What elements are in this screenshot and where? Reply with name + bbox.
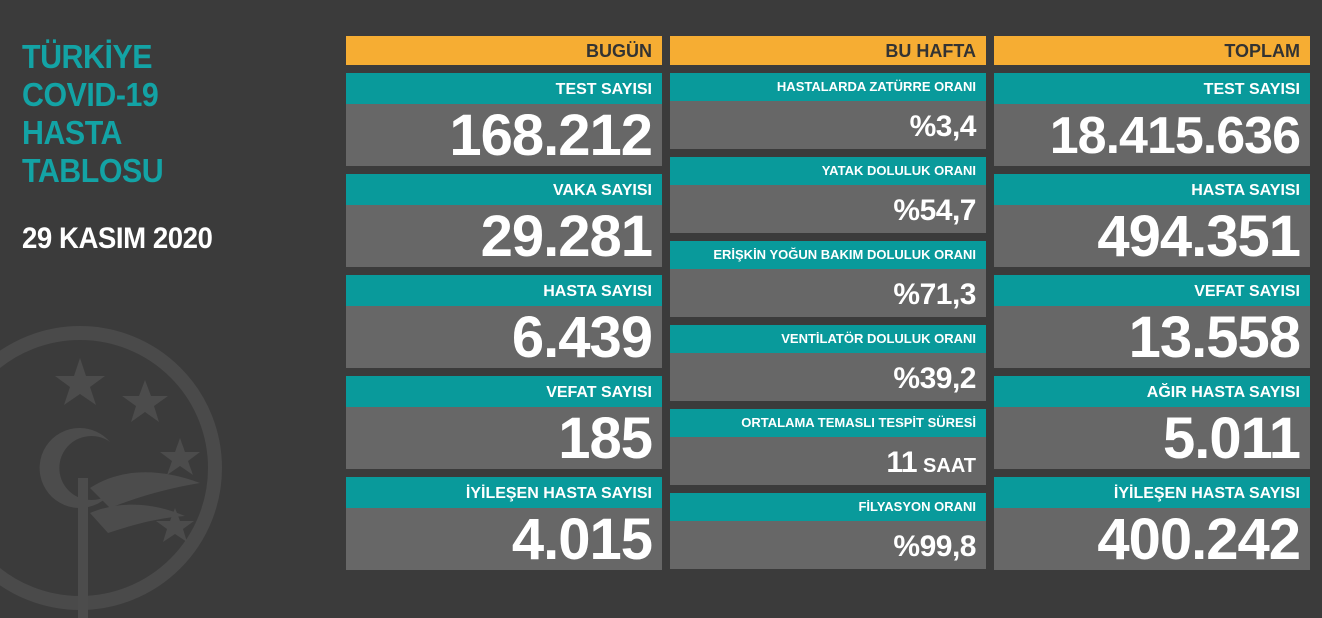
stat-value: %54,7	[670, 185, 986, 233]
week-pneumonia-stat: HASTALARDA ZATÜRRE ORANI %3,4	[670, 73, 986, 149]
today-column: BUGÜN TEST SAYISI 168.212 VAKA SAYISI 29…	[346, 36, 662, 572]
stat-label: İYİLEŞEN HASTA SAYISI	[346, 477, 662, 508]
title-line-1: TÜRKİYE	[22, 38, 153, 75]
stat-label: AĞIR HASTA SAYISI	[994, 376, 1310, 407]
stat-value: %3,4	[670, 101, 986, 149]
today-death-stat: VEFAT SAYISI 185	[346, 376, 662, 471]
total-header: TOPLAM	[994, 36, 1310, 65]
total-death-stat: VEFAT SAYISI 13.558	[994, 275, 1310, 370]
ministry-emblem-icon	[0, 326, 222, 618]
contact-time-unit: SAAT	[923, 455, 976, 477]
title-line-4: TABLOSU	[22, 152, 164, 189]
stat-label: ERİŞKİN YOĞUN BAKIM DOLULUK ORANI	[670, 241, 986, 269]
week-icu-occupancy-stat: ERİŞKİN YOĞUN BAKIM DOLULUK ORANI %71,3	[670, 241, 986, 317]
total-recovered-stat: İYİLEŞEN HASTA SAYISI 400.242	[994, 477, 1310, 572]
stat-label: FİLYASYON ORANI	[670, 493, 986, 521]
page-title: TÜRKİYE COVID-19 HASTA TABLOSU	[22, 38, 164, 190]
contact-time-value: 11	[886, 446, 918, 479]
today-recovered-stat: İYİLEŞEN HASTA SAYISI 4.015	[346, 477, 662, 572]
today-case-stat: VAKA SAYISI 29.281	[346, 174, 662, 269]
stat-value: 5.011	[994, 407, 1310, 471]
title-line-2: COVID-19	[22, 76, 159, 113]
stat-label: HASTA SAYISI	[346, 275, 662, 306]
stat-value: %71,3	[670, 269, 986, 317]
title-line-3: HASTA	[22, 114, 123, 151]
stat-value: 400.242	[994, 508, 1310, 572]
total-test-stat: TEST SAYISI 18.415.636	[994, 73, 1310, 166]
stat-value: 185	[346, 407, 662, 471]
report-date: 29 KASIM 2020	[22, 222, 213, 255]
stat-label: VAKA SAYISI	[346, 174, 662, 205]
week-ventilator-stat: VENTİLATÖR DOLULUK ORANI %39,2	[670, 325, 986, 401]
stat-label: İYİLEŞEN HASTA SAYISI	[994, 477, 1310, 508]
total-column: TOPLAM TEST SAYISI 18.415.636 HASTA SAYI…	[994, 36, 1310, 572]
today-patient-stat: HASTA SAYISI 6.439	[346, 275, 662, 370]
stat-label: TEST SAYISI	[994, 73, 1310, 104]
stat-value: 494.351	[994, 205, 1310, 269]
total-critical-stat: AĞIR HASTA SAYISI 5.011	[994, 376, 1310, 471]
stat-label: TEST SAYISI	[346, 73, 662, 104]
stat-label: VEFAT SAYISI	[346, 376, 662, 407]
week-bed-occupancy-stat: YATAK DOLULUK ORANI %54,7	[670, 157, 986, 233]
week-column: BU HAFTA HASTALARDA ZATÜRRE ORANI %3,4 Y…	[670, 36, 986, 569]
stat-value: 18.415.636	[994, 104, 1310, 166]
today-test-stat: TEST SAYISI 168.212	[346, 73, 662, 168]
stat-value: 13.558	[994, 306, 1310, 370]
stat-label: HASTALARDA ZATÜRRE ORANI	[670, 73, 986, 101]
week-filiation-stat: FİLYASYON ORANI %99,8	[670, 493, 986, 569]
stat-value: %99,8	[670, 521, 986, 569]
stat-value: 6.439	[346, 306, 662, 370]
stat-label: YATAK DOLULUK ORANI	[670, 157, 986, 185]
stat-value: 11 SAAT	[670, 437, 986, 485]
total-patient-stat: HASTA SAYISI 494.351	[994, 174, 1310, 269]
stat-value: 168.212	[346, 104, 662, 168]
stat-label: VENTİLATÖR DOLULUK ORANI	[670, 325, 986, 353]
today-header: BUGÜN	[346, 36, 662, 65]
week-header: BU HAFTA	[670, 36, 986, 65]
stat-label: ORTALAMA TEMASLI TESPİT SÜRESİ	[670, 409, 986, 437]
stat-value: %39,2	[670, 353, 986, 401]
stat-value: 29.281	[346, 205, 662, 269]
week-contact-time-stat: ORTALAMA TEMASLI TESPİT SÜRESİ 11 SAAT	[670, 409, 986, 485]
stat-value: 4.015	[346, 508, 662, 572]
stat-label: HASTA SAYISI	[994, 174, 1310, 205]
stat-label: VEFAT SAYISI	[994, 275, 1310, 306]
